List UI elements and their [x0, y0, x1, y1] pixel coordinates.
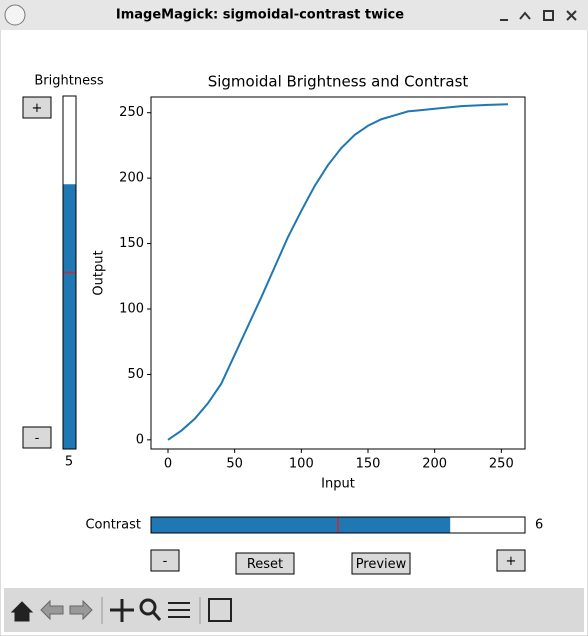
- pan-icon[interactable]: [110, 599, 134, 622]
- y-tick-label: 250: [119, 105, 144, 120]
- slider-label: Brightness: [34, 74, 103, 89]
- slider-border: [62, 95, 77, 450]
- y-tick-label: 0: [136, 432, 144, 447]
- button[interactable]: [22, 426, 52, 449]
- button-label: Reset: [247, 557, 283, 572]
- maximize-button[interactable]: [543, 10, 554, 21]
- app-icon: [4, 4, 26, 26]
- home-icon[interactable]: [10, 601, 34, 622]
- x-tick-label: 50: [226, 457, 243, 472]
- slider-border: [150, 516, 526, 534]
- button-label: +: [32, 101, 43, 116]
- button-label: -: [35, 431, 40, 446]
- slider-value: 5: [65, 455, 73, 470]
- y-tick-label: 200: [119, 171, 144, 186]
- maximize-up-button[interactable]: [519, 11, 531, 20]
- button[interactable]: [496, 549, 526, 572]
- button-label: +: [506, 554, 517, 569]
- y-axis-label: Output: [92, 250, 107, 295]
- y-tick-label: 150: [119, 236, 144, 251]
- data-line: [167, 103, 509, 441]
- configure-icon[interactable]: [168, 602, 190, 618]
- slider-value: 6: [535, 518, 543, 533]
- chart-title: Sigmoidal Brightness and Contrast: [208, 73, 469, 91]
- slider-fill: [151, 517, 451, 533]
- button[interactable]: [22, 96, 52, 119]
- window-title: ImageMagick: sigmoidal-contrast twice: [116, 8, 404, 23]
- x-axis-label: Input: [321, 477, 355, 492]
- save-icon[interactable]: [208, 598, 232, 622]
- back-icon[interactable]: [40, 599, 64, 621]
- x-tick-label: 0: [164, 457, 172, 472]
- x-tick-label: 150: [356, 457, 381, 472]
- axes-frame: [150, 96, 526, 450]
- button-label: Preview: [356, 557, 407, 572]
- y-tick-label: 100: [119, 301, 144, 316]
- button-label: -: [163, 554, 168, 569]
- button[interactable]: [150, 549, 180, 572]
- zoom-handle: [151, 611, 162, 621]
- x-tick-label: 200: [422, 457, 447, 472]
- x-tick-label: 250: [489, 457, 514, 472]
- close-button[interactable]: [566, 10, 577, 21]
- x-tick-label: 100: [289, 457, 314, 472]
- slider-label: Contrast: [85, 518, 141, 533]
- y-tick-label: 50: [127, 367, 144, 382]
- toolbar: [4, 588, 584, 632]
- title-bar: [0, 0, 588, 30]
- forward-icon[interactable]: [69, 599, 93, 621]
- zoom-icon[interactable]: [139, 598, 157, 616]
- slider-fill: [63, 184, 76, 449]
- button[interactable]: [235, 552, 295, 575]
- button[interactable]: [351, 552, 411, 575]
